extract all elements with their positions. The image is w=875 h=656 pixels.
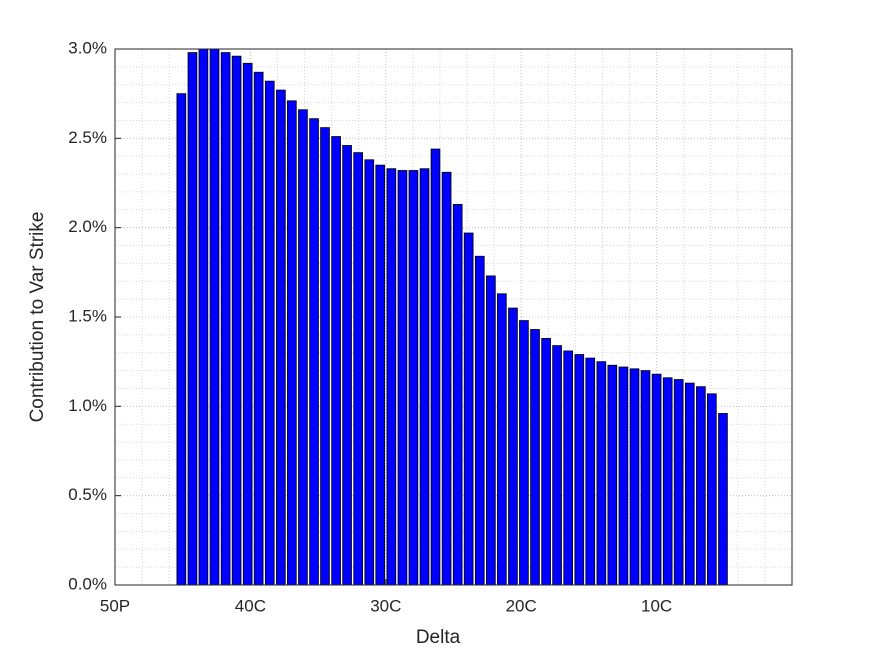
y-tick-label: 3.0% xyxy=(68,38,107,57)
bar xyxy=(441,171,452,586)
bar xyxy=(629,368,640,586)
bar xyxy=(320,127,330,586)
y-tick-label: 2.5% xyxy=(68,128,107,147)
bar xyxy=(696,386,706,586)
bar xyxy=(287,100,297,586)
bar xyxy=(684,382,695,586)
bar xyxy=(276,89,286,586)
bar xyxy=(198,48,209,586)
bar xyxy=(718,413,728,586)
bar xyxy=(397,170,408,586)
x-tick-label: 10C xyxy=(641,596,672,615)
bar xyxy=(463,232,474,586)
bar xyxy=(552,345,562,586)
bar xyxy=(231,55,242,586)
bar xyxy=(364,159,375,586)
bar xyxy=(596,361,607,586)
bar xyxy=(253,71,264,586)
x-tick-label: 30C xyxy=(370,596,401,615)
bar xyxy=(342,145,352,586)
bar xyxy=(530,329,540,586)
bar xyxy=(408,170,419,586)
x-axis-label: Delta xyxy=(416,627,461,648)
bar xyxy=(309,118,319,586)
bar xyxy=(209,48,220,586)
bar xyxy=(640,370,651,586)
bar xyxy=(618,366,629,586)
bar xyxy=(419,168,430,586)
bar xyxy=(574,354,585,586)
x-tick-label: 40C xyxy=(235,596,266,615)
y-axis-label: Contribution to Var Strike xyxy=(27,212,48,423)
bar xyxy=(486,275,496,586)
bar xyxy=(519,320,529,586)
bar xyxy=(430,148,441,586)
bar xyxy=(497,293,507,586)
bar xyxy=(187,52,198,586)
y-tick-label: 1.5% xyxy=(68,306,107,325)
bar xyxy=(651,373,662,586)
bar xyxy=(298,109,308,586)
y-tick-label: 2.0% xyxy=(68,217,107,236)
bar xyxy=(452,204,463,586)
bar xyxy=(662,377,673,586)
bar xyxy=(331,136,341,586)
bar xyxy=(242,62,253,586)
bar xyxy=(585,357,596,586)
bar xyxy=(220,52,231,586)
bar xyxy=(176,93,187,586)
bar xyxy=(707,393,717,586)
y-tick-label: 1.0% xyxy=(68,396,107,415)
plot-frame xyxy=(114,48,793,586)
bar xyxy=(673,379,684,586)
y-tick-label: 0.5% xyxy=(68,485,107,504)
bar xyxy=(353,152,363,586)
bar xyxy=(375,164,386,586)
x-tick-label: 20C xyxy=(506,596,537,615)
bar xyxy=(541,338,551,586)
bar xyxy=(386,168,397,586)
y-tick-label: 0.0% xyxy=(68,574,107,593)
bar xyxy=(607,364,618,586)
bar xyxy=(563,350,574,586)
bar xyxy=(508,307,518,586)
x-tick-label: 50P xyxy=(100,596,130,615)
bar xyxy=(474,255,485,586)
bar xyxy=(264,80,275,586)
